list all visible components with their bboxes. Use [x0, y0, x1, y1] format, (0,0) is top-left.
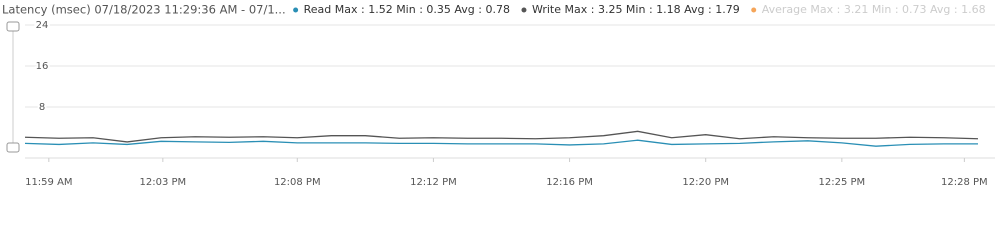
series-line	[24, 130, 979, 143]
chart-title: Latency (msec) 07/18/2023 11:29:36 AM - …	[2, 3, 286, 17]
slider-handle[interactable]	[6, 142, 20, 153]
legend-marker	[521, 7, 527, 13]
legend-label[interactable]: Read Max : 1.52 Min : 0.35 Avg : 0.78	[304, 3, 510, 16]
legend-marker	[751, 7, 757, 13]
y-tick-label: 8	[39, 102, 45, 113]
x-tick-label: 12:16 PM	[546, 177, 593, 188]
slider-handle[interactable]	[6, 21, 20, 32]
x-tick-label: 12:28 PM	[941, 177, 988, 188]
x-tick-label: 11:59 AM	[25, 177, 72, 188]
y-tick-label: 24	[36, 20, 49, 31]
series-line	[24, 139, 978, 147]
chart: Latency (msec) 07/18/2023 11:29:36 AM - …	[2, 3, 995, 188]
legend-label[interactable]: Average Max : 3.21 Min : 0.73 Avg : 1.68	[762, 3, 986, 16]
x-tick-label: 12:08 PM	[274, 177, 321, 188]
y-tick-label: 16	[36, 61, 49, 72]
range-slider[interactable]	[6, 21, 20, 153]
x-tick-label: 12:03 PM	[140, 177, 187, 188]
x-tick-label: 12:20 PM	[682, 177, 729, 188]
legend-label[interactable]: Write Max : 3.25 Min : 1.18 Avg : 1.79	[532, 3, 740, 16]
x-tick-label: 12:25 PM	[819, 177, 866, 188]
legend-marker	[293, 7, 299, 13]
x-tick-label: 12:12 PM	[410, 177, 457, 188]
